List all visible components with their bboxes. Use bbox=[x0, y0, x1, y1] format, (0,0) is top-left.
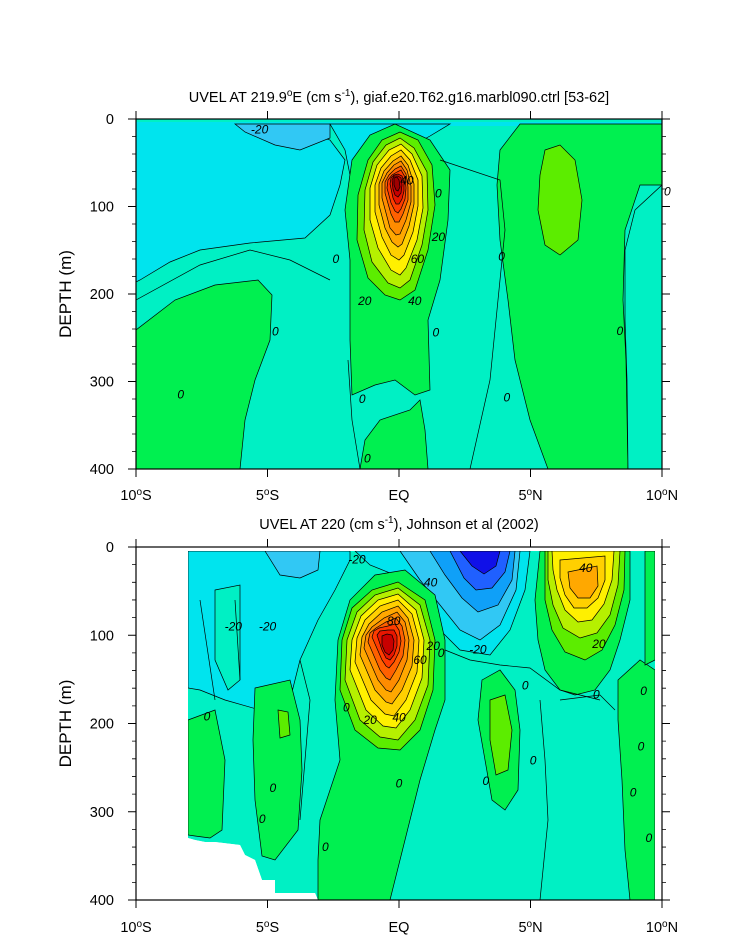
contour-label: -20 bbox=[348, 552, 366, 566]
contour-label: 0 bbox=[432, 326, 439, 340]
bottom-contour-fill bbox=[136, 547, 662, 900]
bottom-minor-ticks bbox=[132, 564, 666, 883]
contour-label: -20 bbox=[225, 619, 243, 633]
contour-label: 0 bbox=[522, 679, 529, 693]
bottom-xtick-10n: 10oN bbox=[646, 919, 678, 936]
top-y-ticks: 0 100 200 300 400 bbox=[90, 112, 114, 478]
top-tick-marks bbox=[128, 111, 670, 477]
contour-label: 60 bbox=[413, 653, 427, 667]
contour-label: 40 bbox=[400, 173, 414, 187]
top-ytick-400: 400 bbox=[90, 462, 114, 478]
bottom-ytick-100: 100 bbox=[90, 628, 114, 644]
contour-label: 0 bbox=[630, 785, 637, 799]
bottom-ytick-200: 200 bbox=[90, 717, 114, 733]
bottom-panel: UVEL AT 220 (cm s-1), Johnson et al (200… bbox=[56, 515, 678, 936]
contour-label: 20 bbox=[357, 294, 372, 308]
contour-label: 0 bbox=[498, 249, 505, 263]
top-xtick-10n: 10oN bbox=[646, 487, 678, 504]
top-ytick-200: 200 bbox=[90, 287, 114, 303]
contour-label: 0 bbox=[364, 452, 371, 466]
top-ytick-0: 0 bbox=[106, 112, 114, 128]
contour-label: 0 bbox=[646, 831, 653, 845]
top-contour-labels: -20 40 0 0 20 60 0 0 20 40 0 0 0 0 0 0 0 bbox=[177, 123, 671, 466]
contour-label: -20 bbox=[251, 123, 269, 137]
top-minor-ticks bbox=[132, 136, 666, 452]
contour-label: 0 bbox=[435, 186, 442, 200]
bottom-ytick-300: 300 bbox=[90, 805, 114, 821]
contour-label: 20 bbox=[431, 230, 446, 244]
contour-label: 0 bbox=[640, 684, 647, 698]
contour-label: 0 bbox=[593, 687, 600, 701]
contour-label: 0 bbox=[333, 252, 340, 266]
top-ytick-100: 100 bbox=[90, 200, 114, 216]
bottom-panel-title: UVEL AT 220 (cm s-1), Johnson et al (200… bbox=[259, 515, 538, 533]
bottom-y-ticks: 0 100 200 300 400 bbox=[90, 540, 114, 909]
contour-label: 0 bbox=[482, 774, 489, 788]
bottom-tick-marks bbox=[128, 539, 670, 908]
contour-label: 0 bbox=[322, 840, 329, 854]
contour-label: 0 bbox=[396, 777, 403, 791]
contour-label: 0 bbox=[177, 388, 184, 402]
bottom-ytick-0: 0 bbox=[106, 540, 114, 556]
contour-label: 0 bbox=[503, 390, 510, 404]
top-panel: UVEL AT 219.9oE (cm s-1), giaf.e20.T62.g… bbox=[56, 88, 678, 504]
bottom-x-ticks: 10oS 5oS EQ 5oN 10oN bbox=[120, 919, 678, 936]
contour-label: 0 bbox=[204, 709, 211, 723]
bottom-xtick-eq: EQ bbox=[389, 920, 410, 936]
contour-label: 0 bbox=[617, 324, 624, 338]
contour-label: 0 bbox=[664, 185, 671, 199]
contour-label: -20 bbox=[259, 619, 277, 633]
contour-label: 0 bbox=[530, 754, 537, 768]
bottom-ytick-400: 400 bbox=[90, 893, 114, 909]
top-xtick-10s: 10oS bbox=[120, 487, 151, 504]
contour-label: 0 bbox=[438, 646, 445, 660]
contour-label: 40 bbox=[579, 561, 593, 575]
contour-label: 0 bbox=[638, 739, 645, 753]
top-xtick-5s: 5oS bbox=[256, 487, 279, 504]
contour-label: -20 bbox=[469, 642, 487, 656]
top-xtick-5n: 5oN bbox=[518, 487, 542, 504]
contour-label: 40 bbox=[392, 710, 406, 724]
top-contour-fill bbox=[136, 119, 662, 469]
contour-label: 60 bbox=[411, 252, 425, 266]
top-ytick-300: 300 bbox=[90, 375, 114, 391]
bottom-xtick-10s: 10oS bbox=[120, 919, 151, 936]
contour-label: 0 bbox=[269, 781, 276, 795]
top-y-axis-label: DEPTH (m) bbox=[56, 250, 75, 338]
top-panel-title: UVEL AT 219.9oE (cm s-1), giaf.e20.T62.g… bbox=[189, 88, 609, 106]
contour-label: 20 bbox=[591, 637, 606, 651]
bottom-xtick-5n: 5oN bbox=[518, 919, 542, 936]
contour-label: 0 bbox=[272, 325, 279, 339]
contour-label: 0 bbox=[259, 812, 266, 826]
bottom-xtick-5s: 5oS bbox=[256, 919, 279, 936]
bottom-y-axis-label: DEPTH (m) bbox=[56, 680, 75, 768]
contour-label: 20 bbox=[426, 639, 441, 653]
top-x-ticks: 10oS 5oS EQ 5oN 10oN bbox=[120, 487, 678, 504]
top-xtick-eq: EQ bbox=[389, 488, 410, 504]
contour-label: 40 bbox=[408, 294, 422, 308]
contour-label: 20 bbox=[362, 713, 377, 727]
contour-label: 0 bbox=[359, 392, 366, 406]
contour-label: 0 bbox=[343, 701, 350, 715]
contour-label: 80 bbox=[387, 614, 401, 628]
contour-label: 40 bbox=[424, 575, 438, 589]
